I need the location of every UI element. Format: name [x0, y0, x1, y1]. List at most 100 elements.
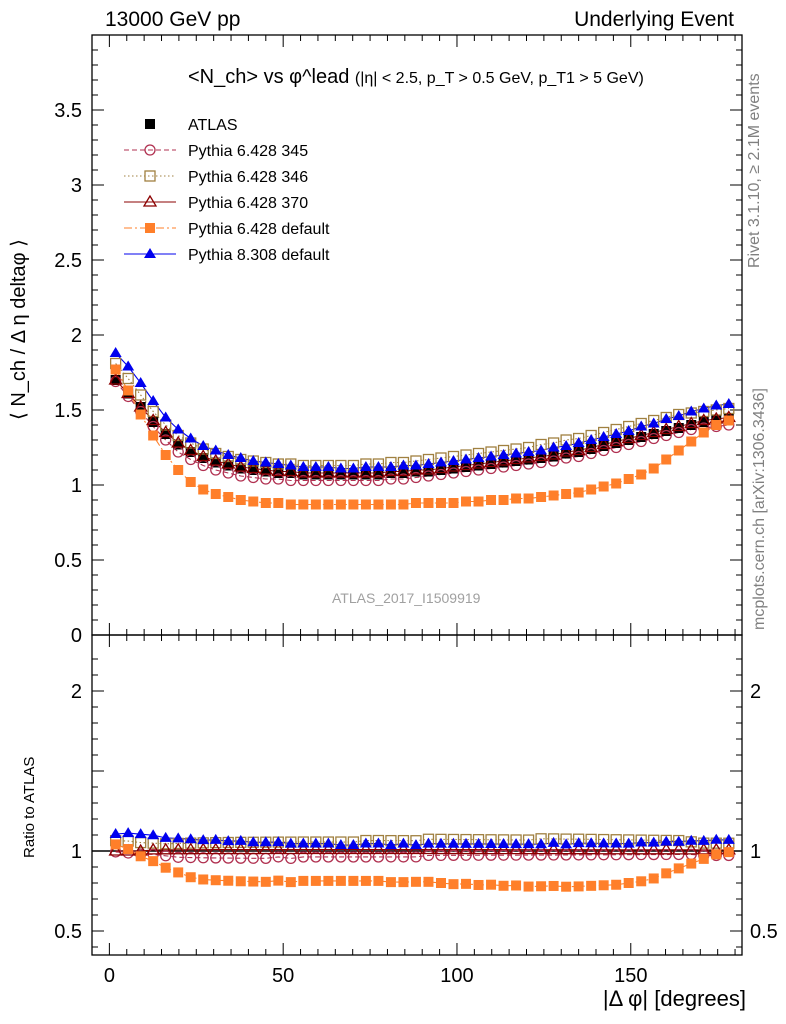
data-point-4 [198, 484, 209, 495]
ratio-point-3 [296, 842, 311, 855]
data-point-5 [259, 456, 272, 467]
y-tick-label: 3 [71, 175, 82, 197]
data-point-4 [110, 364, 121, 375]
data-point-5 [134, 377, 147, 387]
y-tick-label: 1.5 [54, 400, 82, 422]
data-point-1 [435, 468, 447, 481]
data-point-4 [598, 481, 609, 492]
ratio-point-4 [185, 872, 196, 883]
ratio-point-4 [260, 876, 271, 887]
data-point-0 [173, 439, 184, 450]
data-point-3 [609, 434, 624, 447]
data-point-0 [298, 469, 309, 480]
ratio-point-4 [636, 876, 647, 887]
data-point-5 [359, 461, 372, 471]
ratio-point-5 [585, 837, 598, 848]
data-point-4 [711, 420, 722, 430]
ratio-point-4 [461, 878, 472, 889]
legend-marker [144, 144, 156, 156]
data-point-0 [323, 469, 334, 480]
data-point-1 [522, 458, 535, 470]
data-point-4 [323, 499, 334, 510]
data-point-4 [335, 499, 346, 510]
ratio-point-4 [698, 853, 709, 864]
data-point-5 [535, 444, 548, 455]
ratio-point-1 [385, 851, 397, 863]
legend-label: Pythia 6.428 370 [188, 195, 308, 212]
ratio-point-4 [673, 863, 684, 874]
data-point-3 [583, 440, 599, 453]
y-tick-label: 2 [71, 325, 82, 347]
data-point-3 [521, 450, 536, 463]
data-point-3 [621, 431, 636, 444]
ratio-point-5 [347, 839, 360, 850]
ratio-point-3 [521, 842, 536, 855]
ratio-point-5 [635, 836, 648, 847]
ratio-point-4 [648, 873, 659, 884]
data-point-5 [422, 458, 435, 468]
data-point-4 [235, 495, 246, 505]
data-point-5 [485, 450, 498, 461]
ratio-point-4 [360, 875, 371, 886]
data-point-5 [309, 461, 322, 471]
x-tick-label: 50 [272, 965, 294, 987]
data-point-3 [496, 453, 511, 466]
legend-label: Pythia 6.428 default [188, 221, 330, 238]
data-point-1 [623, 438, 635, 451]
data-point-3 [546, 447, 561, 460]
data-point-4 [123, 385, 134, 396]
legend-label: Pythia 6.428 346 [188, 169, 308, 186]
ratio-point-5 [209, 833, 222, 844]
ratio-point-3 [546, 842, 561, 855]
ratio-point-4 [611, 879, 622, 890]
ratio-point-5 [284, 837, 297, 848]
data-point-4 [148, 430, 159, 441]
ratio-point-3 [646, 842, 661, 855]
ratio-point-5 [610, 837, 623, 848]
data-point-4 [173, 465, 184, 475]
ratio-point-3 [634, 842, 649, 855]
data-point-3 [533, 449, 549, 462]
ratio-point-5 [397, 837, 410, 848]
data-point-4 [586, 484, 597, 495]
data-point-1 [422, 470, 435, 482]
data-point-4 [435, 498, 446, 508]
data-point-0 [348, 469, 359, 480]
ratio-point-3 [171, 842, 186, 855]
data-point-4 [360, 499, 371, 510]
ratio-point-1 [347, 851, 360, 863]
data-point-4 [223, 492, 234, 502]
data-point-5 [147, 395, 160, 405]
data-point-1 [535, 456, 547, 469]
ratio-point-1 [397, 851, 410, 863]
ratio-point-4 [435, 878, 446, 888]
ratio-point-5 [710, 833, 723, 844]
ratio-point-3 [583, 842, 599, 855]
data-point-3 [671, 419, 686, 432]
ratio-point-5 [409, 839, 422, 850]
ratio-point-5 [372, 837, 385, 848]
y-tick-label: 0.5 [54, 550, 82, 572]
data-point-3 [108, 372, 123, 385]
data-point-0 [398, 468, 409, 478]
data-point-0 [310, 469, 321, 480]
data-point-3 [246, 461, 261, 474]
data-point-5 [710, 399, 723, 410]
data-point-0 [248, 465, 259, 475]
data-point-0 [373, 469, 384, 480]
data-point-5 [197, 440, 210, 450]
data-point-1 [660, 429, 672, 442]
data-point-5 [409, 459, 422, 470]
ratio-point-3 [371, 842, 386, 855]
data-point-0 [160, 429, 171, 439]
ratio-point-1 [610, 849, 622, 861]
data-point-5 [510, 447, 523, 458]
data-point-1 [347, 474, 360, 487]
data-point-5 [610, 428, 623, 438]
ratio-point-5 [384, 839, 397, 850]
data-point-4 [648, 463, 659, 474]
ratio-point-5 [422, 837, 435, 848]
ratio-point-3 [221, 842, 236, 855]
legend-marker [145, 223, 155, 233]
ratio-point-4 [123, 844, 134, 855]
